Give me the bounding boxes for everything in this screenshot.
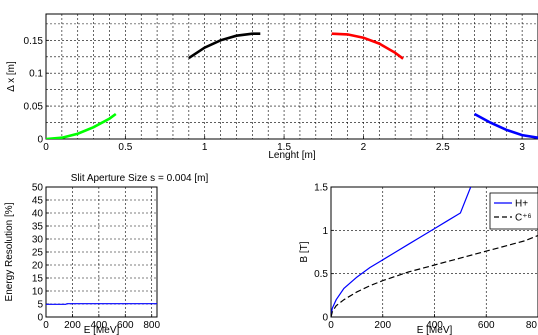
x-tick-label: 600	[478, 320, 495, 331]
y-tick-label: 40	[32, 209, 44, 220]
x-axis-label: Lenght [m]	[268, 150, 315, 161]
y-tick-label: 10	[32, 287, 44, 298]
y-tick-label: 50	[32, 183, 44, 194]
y-tick-label: 5	[37, 300, 43, 311]
series-line-1	[331, 187, 472, 317]
y-tick-label: 0.5	[314, 269, 328, 280]
legend-box	[489, 192, 538, 230]
y-tick-label: 1	[322, 226, 328, 237]
x-tick-label: 2	[361, 142, 367, 153]
y-axis-label: Energy Resolution [%]	[4, 202, 15, 301]
x-tick-label: 0	[328, 320, 334, 331]
y-axis-label: B [T]	[299, 241, 310, 262]
x-tick-label: 3	[519, 142, 525, 153]
x-tick-label: 200	[64, 320, 81, 331]
y-tick-label: 0	[37, 313, 43, 324]
chart-title: Slit Aperture Size s = 0.004 [m]	[71, 173, 209, 184]
x-tick-label: 2.5	[436, 142, 450, 153]
y-tick-label: 0.1	[29, 69, 43, 80]
x-tick-label: 1	[202, 142, 208, 153]
series-line-1	[46, 303, 157, 305]
x-tick-label: 0	[43, 142, 49, 153]
y-tick-label: 30	[32, 235, 44, 246]
plot-area	[45, 13, 538, 140]
x-tick-label: 80	[526, 320, 538, 331]
y-tick-label: 0	[37, 135, 43, 146]
y-tick-label: 15	[32, 274, 44, 285]
x-tick-label: 400	[91, 320, 108, 331]
series-line-3	[331, 32, 404, 60]
x-axis-label: E [MeV]	[84, 325, 120, 335]
y-tick-label: 1.5	[314, 183, 328, 194]
legend-label: C⁺⁶	[515, 213, 532, 224]
y-tick-label: 25	[32, 248, 44, 259]
series-line-2	[331, 234, 538, 317]
x-tick-label: 0	[43, 320, 49, 331]
x-tick-label: 200	[374, 320, 391, 331]
series-line-2	[188, 32, 261, 60]
chart-1: 0 0.5 1 1.5 2 2.5 3 0 0.05 0.1 0.15 Lenght [m] Δ x […	[6, 13, 538, 161]
x-tick-label: 600	[117, 320, 134, 331]
y-axis-label: Δ x [m]	[6, 61, 17, 92]
y-tick-label: 35	[32, 222, 44, 233]
legend-label: H+	[515, 199, 528, 210]
y-tick-label: 0	[322, 313, 328, 324]
y-tick-label: 0.05	[24, 102, 44, 113]
y-tick-label: 20	[32, 261, 44, 272]
x-tick-label: 0.5	[118, 142, 132, 153]
series-line-4	[473, 112, 538, 139]
x-tick-label: 1.5	[277, 142, 291, 153]
x-axis-label: E [MeV]	[417, 325, 453, 335]
x-tick-label: 400	[426, 320, 443, 331]
y-tick-label: 0.15	[24, 36, 44, 47]
y-tick-label: 45	[32, 196, 44, 207]
series-line-1	[46, 112, 117, 139]
x-tick-label: 800	[143, 320, 160, 331]
